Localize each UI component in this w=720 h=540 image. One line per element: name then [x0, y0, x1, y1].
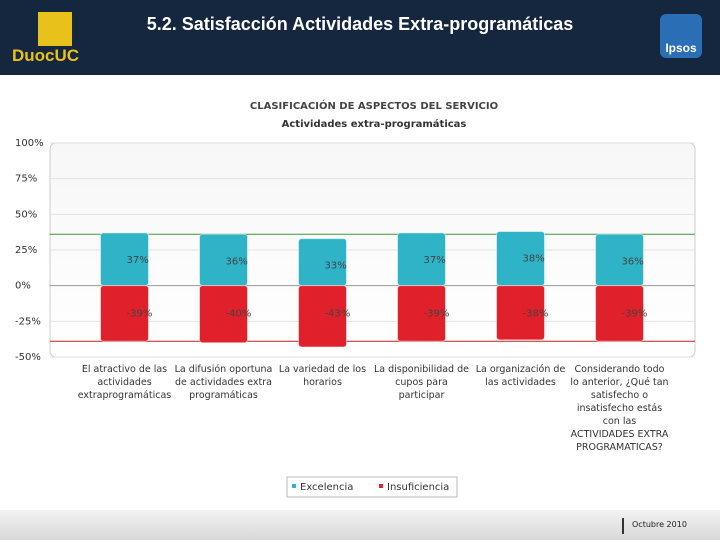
bar	[595, 285, 644, 342]
value-label: 36%	[622, 256, 644, 267]
logo-duoc: DuocUC	[12, 12, 94, 65]
x-tick-label: La difusión oportuna de actividades extr…	[174, 364, 273, 401]
x-tick-label: El atractivo de las actividades extrapro…	[77, 364, 172, 401]
bar	[100, 285, 149, 342]
legend	[286, 476, 458, 498]
x-tick-label: La variedad de los horarios	[278, 364, 367, 388]
y-tick-label: -25%	[15, 316, 41, 327]
value-label: 37%	[424, 255, 446, 266]
y-tick-label: 50%	[15, 209, 37, 220]
value-label: 38%	[523, 253, 545, 264]
header: DuocUC 5.2. Satisfacción Actividades Ext…	[0, 0, 720, 75]
footer-date: Octubre 2010	[632, 520, 687, 529]
value-label: -39%	[424, 309, 450, 320]
value-label: -40%	[226, 309, 252, 320]
chart-subtitle: Actividades extra-programáticas	[282, 118, 467, 130]
value-label: -38%	[523, 309, 549, 320]
y-tick-label: 100%	[15, 138, 44, 149]
x-tick-label: La organización de las actividades	[475, 364, 566, 388]
chart: CLASIFICACIÓN DE ASPECTOS DEL SERVICIO A…	[15, 99, 696, 498]
bar	[298, 285, 347, 348]
bar	[496, 285, 545, 341]
value-label: -43%	[325, 309, 351, 320]
legend-swatch	[379, 484, 383, 488]
x-tick-label: Considerando todo lo anterior, ¿Qué tan …	[570, 364, 669, 453]
y-tick-label: 75%	[15, 174, 37, 185]
logo-text: DuocUC	[12, 46, 80, 65]
y-tick-label: 25%	[15, 245, 37, 256]
footer: Octubre 2010	[0, 510, 720, 540]
legend-label: Insuficiencia	[387, 482, 449, 493]
x-tick-label: La disponibilidad de cupos para particip…	[374, 364, 469, 401]
value-label: -39%	[127, 309, 153, 320]
value-label: 33%	[325, 261, 347, 272]
slide-title: 5.2. Satisfacción Actividades Extra-prog…	[146, 14, 574, 34]
value-label: 37%	[127, 255, 149, 266]
legend-swatch	[292, 484, 296, 488]
chart-title: CLASIFICACIÓN DE ASPECTOS DEL SERVICIO	[250, 99, 498, 112]
value-label: 36%	[226, 256, 248, 267]
bar	[397, 285, 446, 342]
value-label: -39%	[622, 309, 648, 320]
bar	[199, 285, 248, 344]
y-tick-label: -50%	[15, 352, 41, 363]
y-tick-label: 0%	[15, 281, 31, 292]
legend-label: Excelencia	[300, 482, 353, 493]
logo-ipsos: Ipsos	[660, 14, 702, 58]
